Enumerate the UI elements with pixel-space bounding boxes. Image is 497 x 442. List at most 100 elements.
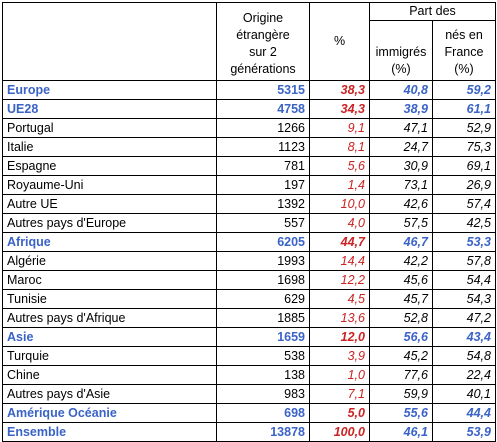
row-nes-value: 54,3 — [432, 289, 496, 309]
row-label: Algérie — [2, 251, 217, 271]
row-label: Autres pays d'Afrique — [2, 308, 217, 328]
row-pct-value: 5,6 — [309, 156, 370, 176]
row-nes-value: 40,1 — [432, 384, 496, 404]
row-immigres-value: 77,6 — [369, 365, 433, 385]
row-pct-value: 8,1 — [309, 137, 370, 157]
row-immigres-value: 45,7 — [369, 289, 433, 309]
row-origin-value: 6205 — [216, 232, 310, 252]
row-origin-value: 1266 — [216, 118, 310, 138]
row-label: Royaume-Uni — [2, 175, 217, 195]
row-origin-value: 138 — [216, 365, 310, 385]
row-pct-value: 9,1 — [309, 118, 370, 138]
row-pct-value: 5,0 — [309, 403, 370, 423]
row-immigres-value: 73,1 — [369, 175, 433, 195]
row-origin-value: 698 — [216, 403, 310, 423]
table-row: Tunisie 629 4,5 45,7 54,3 — [2, 289, 496, 309]
row-label: Espagne — [2, 156, 217, 176]
row-origin-value: 1392 — [216, 194, 310, 214]
row-label: Turquie — [2, 346, 217, 366]
table-row: Espagne 781 5,6 30,9 69,1 — [2, 156, 496, 176]
header-nes-line: France — [444, 45, 484, 59]
row-pct-value: 4,0 — [309, 213, 370, 233]
row-pct-value: 34,3 — [309, 99, 370, 119]
row-label: Italie — [2, 137, 217, 157]
table-row: Autres pays d'Asie 983 7,1 59,9 40,1 — [2, 384, 496, 404]
row-immigres-value: 56,6 — [369, 327, 433, 347]
table-row: Royaume-Uni 197 1,4 73,1 26,9 — [2, 175, 496, 195]
row-pct-value: 4,5 — [309, 289, 370, 309]
header-origin-line: générations — [230, 62, 296, 76]
header-row-top: Origine étrangère sur 2 générations % Pa… — [2, 2, 496, 81]
row-immigres-value: 45,6 — [369, 270, 433, 290]
row-immigres-value: 55,6 — [369, 403, 433, 423]
header-origin-line: Origine — [242, 11, 284, 25]
row-pct-value: 12,2 — [309, 270, 370, 290]
row-pct-value: 10,0 — [309, 194, 370, 214]
row-origin-value: 1698 — [216, 270, 310, 290]
table-row: Turquie 538 3,9 45,2 54,8 — [2, 346, 496, 366]
table-row: Asie 1659 12,0 56,6 43,4 — [2, 327, 496, 347]
row-origin-value: 1993 — [216, 251, 310, 271]
row-nes-value: 52,9 — [432, 118, 496, 138]
row-pct-value: 13,6 — [309, 308, 370, 328]
row-pct-value: 38,3 — [309, 80, 370, 100]
row-immigres-value: 45,2 — [369, 346, 433, 366]
row-immigres-value: 46,7 — [369, 232, 433, 252]
header-pct: % — [309, 2, 370, 81]
row-label: Amérique Océanie — [2, 403, 217, 423]
table-row: Chine 138 1,0 77,6 22,4 — [2, 365, 496, 385]
header-blank-cell — [2, 2, 217, 81]
row-immigres-value: 46,1 — [369, 422, 433, 442]
row-label: Tunisie — [2, 289, 217, 309]
row-origin-value: 197 — [216, 175, 310, 195]
row-label: Autres pays d'Europe — [2, 213, 217, 233]
row-nes-value: 53,3 — [432, 232, 496, 252]
row-immigres-value: 57,5 — [369, 213, 433, 233]
row-immigres-value: 30,9 — [369, 156, 433, 176]
header-part-des: Part des — [369, 2, 496, 21]
header-origin-line: sur 2 — [249, 45, 277, 59]
row-immigres-value: 42,6 — [369, 194, 433, 214]
header-nes-line: (%) — [454, 62, 474, 76]
row-label: Asie — [2, 327, 217, 347]
row-pct-value: 44,7 — [309, 232, 370, 252]
row-immigres-value: 40,8 — [369, 80, 433, 100]
row-label: Portugal — [2, 118, 217, 138]
row-origin-value: 1659 — [216, 327, 310, 347]
row-pct-value: 12,0 — [309, 327, 370, 347]
header-nes-line: nés en — [445, 28, 483, 42]
row-label: Ensemble — [2, 422, 217, 442]
row-nes-value: 57,8 — [432, 251, 496, 271]
table-row: Amérique Océanie 698 5,0 55,6 44,4 — [2, 403, 496, 423]
row-nes-value: 44,4 — [432, 403, 496, 423]
row-label: Afrique — [2, 232, 217, 252]
row-pct-value: 7,1 — [309, 384, 370, 404]
header-origin-line: étrangère — [236, 28, 290, 42]
header-immigres-line: (%) — [391, 62, 411, 76]
row-nes-value: 53,9 — [432, 422, 496, 442]
header-origin: Origine étrangère sur 2 générations — [216, 2, 310, 81]
row-pct-value: 3,9 — [309, 346, 370, 366]
row-pct-value: 100,0 — [309, 422, 370, 442]
row-immigres-value: 24,7 — [369, 137, 433, 157]
row-nes-value: 75,3 — [432, 137, 496, 157]
row-nes-value: 26,9 — [432, 175, 496, 195]
row-immigres-value: 42,2 — [369, 251, 433, 271]
row-label: UE28 — [2, 99, 217, 119]
row-nes-value: 42,5 — [432, 213, 496, 233]
row-origin-value: 1123 — [216, 137, 310, 157]
table-row: Ensemble 13878 100,0 46,1 53,9 — [2, 422, 496, 442]
row-nes-value: 61,1 — [432, 99, 496, 119]
row-label: Autre UE — [2, 194, 217, 214]
row-pct-value: 14,4 — [309, 251, 370, 271]
table-row: Italie 1123 8,1 24,7 75,3 — [2, 137, 496, 157]
row-label: Maroc — [2, 270, 217, 290]
row-origin-value: 13878 — [216, 422, 310, 442]
header-immigres-line: immigrés — [375, 45, 427, 59]
header-row-sub: immigrés (%) nés en France (%) — [3, 20, 496, 81]
row-origin-value: 557 — [216, 213, 310, 233]
row-nes-value: 69,1 — [432, 156, 496, 176]
row-nes-value: 43,4 — [432, 327, 496, 347]
table-row: Europe 5315 38,3 40,8 59,2 — [2, 80, 496, 100]
